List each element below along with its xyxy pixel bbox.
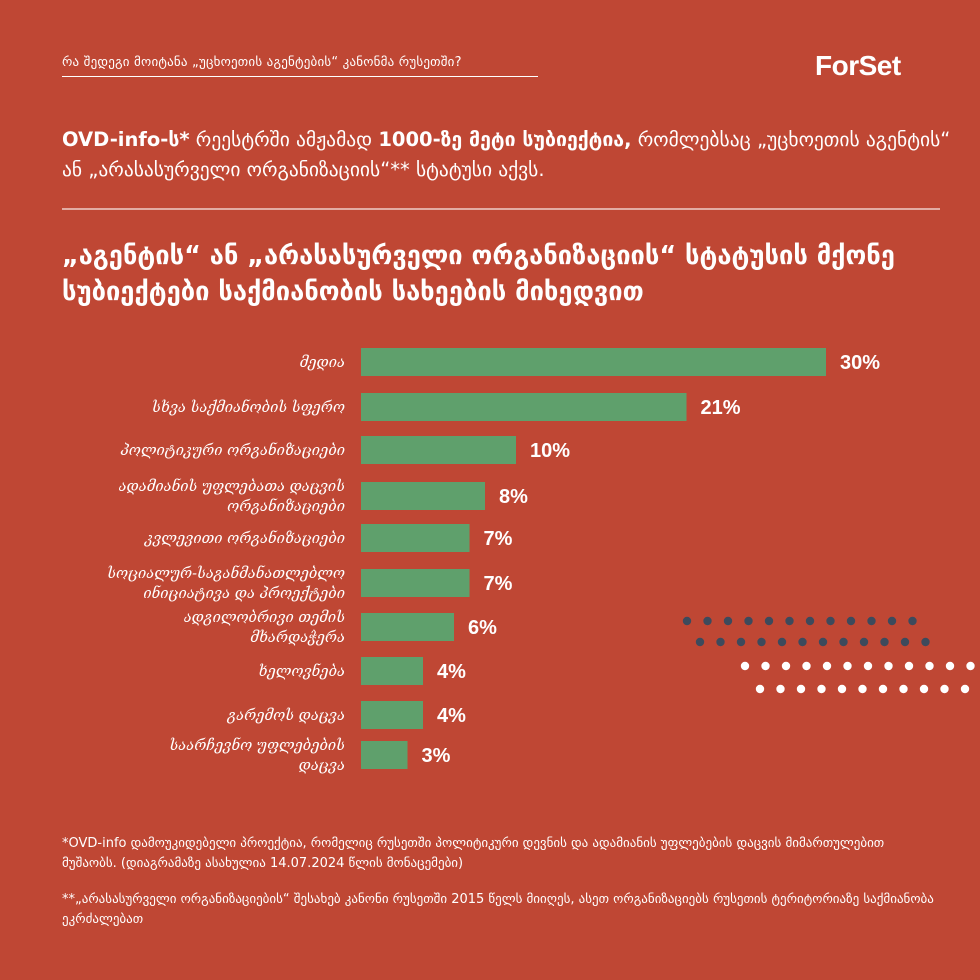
decor-dot [899, 684, 908, 694]
footnote-ovd-info: *OVD-info დამოუკიდებელი პროექტია, რომელი… [62, 836, 885, 871]
bar-5 [361, 524, 470, 552]
decor-dot [817, 684, 826, 694]
category-label-10-line-1: საარჩევნო უფლებების [169, 736, 345, 754]
category-label-4-line-2: ორგანიზაციები [227, 497, 345, 515]
bar-6 [361, 569, 470, 597]
decor-dot [740, 661, 750, 671]
category-label-8: ხელოვნება [258, 662, 345, 680]
decor-dot [755, 684, 765, 694]
decor-dot [764, 616, 774, 626]
decor-dot [837, 684, 847, 694]
value-label-4: 8% [499, 486, 528, 508]
decor-dot [776, 684, 785, 694]
headline-text-2: რომლებსაც „უცხოეთის აგენტის“ ან „არასასუ… [62, 128, 951, 181]
value-label-5: 7% [484, 528, 513, 550]
decor-dot [878, 684, 888, 694]
decor-dot [757, 637, 766, 647]
decor-dot [900, 637, 910, 647]
divider [62, 208, 940, 210]
value-label-10: 3% [422, 745, 451, 767]
decorative-dots [682, 616, 975, 694]
decor-dot [919, 684, 929, 694]
footnote-undesirable-orgs: **„არასასურველი ორგანიზაციების“ შესახებ … [62, 892, 934, 927]
category-label-7-line-2: მხარდაჭერა [250, 629, 345, 646]
bar-2 [361, 393, 687, 421]
category-label-9: გარემოს დაცვა [226, 707, 345, 724]
decor-dot [826, 616, 835, 626]
decor-dot [777, 637, 787, 647]
bar-3 [361, 436, 516, 464]
headline-bold-2: 1000-ზე მეტი სუბიექტია, [378, 128, 632, 151]
category-label-3: პოლიტიკური ორგანიზაციები [120, 441, 345, 459]
decor-dot [887, 616, 897, 626]
category-label-4-line-1: ადამიანის უფლებათა დაცვის [119, 477, 345, 495]
bar-8 [361, 657, 423, 685]
category-label-7-line-1: ადგილობრივი თემის [184, 609, 345, 626]
bar-1 [361, 348, 826, 376]
decor-dot [822, 661, 832, 671]
decor-dot [966, 661, 975, 671]
decor-dot [859, 637, 869, 647]
headline: OVD-info-ს* რეესტრში ამჟამად 1000-ზე მეტ… [62, 125, 952, 185]
decor-dot [843, 661, 852, 671]
decor-dot [940, 684, 949, 694]
value-label-8: 4% [437, 661, 466, 683]
value-label-6: 7% [484, 573, 513, 595]
header-question-link[interactable]: რა შედეგი მოიტანა „უცხოეთის აგენტების“ კ… [62, 55, 538, 77]
decor-dot [802, 661, 811, 671]
decor-dot [839, 637, 848, 647]
decor-dot [858, 684, 867, 694]
decor-dot [863, 661, 873, 671]
decor-dot [884, 661, 893, 671]
decor-dot [925, 661, 934, 671]
decor-dot [921, 637, 930, 647]
decor-dot [682, 616, 692, 626]
decor-dot [716, 637, 725, 647]
decor-dot [723, 616, 733, 626]
decor-dot [908, 616, 917, 626]
decor-dot [796, 684, 806, 694]
bar-7 [361, 613, 454, 641]
decor-dot [695, 637, 705, 647]
decor-dot [736, 637, 746, 647]
chart-title: „აგენტის“ ან „არასასურველი ორგანიზაციის“… [62, 241, 895, 307]
value-label-1: 30% [840, 352, 880, 374]
bar-9 [361, 701, 423, 729]
decor-dot [703, 616, 712, 626]
decor-dot [818, 637, 828, 647]
bar-10 [361, 741, 408, 769]
decor-dot [846, 616, 856, 626]
decor-dot [744, 616, 753, 626]
decor-dot [761, 661, 770, 671]
decor-dot [904, 661, 914, 671]
decor-dot [805, 616, 815, 626]
decor-dot [880, 637, 889, 647]
value-label-3: 10% [530, 440, 570, 462]
decor-dot [945, 661, 955, 671]
forset-logo: ForSet [815, 50, 901, 81]
headline-text-1: რეესტრში ამჟამად [189, 128, 379, 151]
value-label-9: 4% [437, 705, 466, 727]
decor-dot [960, 684, 970, 694]
category-label-2: სხვა საქმიანობის სფერო [152, 398, 345, 416]
value-label-2: 21% [701, 397, 741, 419]
decor-dot [781, 661, 791, 671]
category-label-1: მედია [300, 354, 345, 371]
category-label-10-line-2: დაცვა [299, 758, 345, 774]
decor-dot [867, 616, 876, 626]
decor-dot [785, 616, 794, 626]
value-label-7: 6% [468, 617, 497, 639]
bars-layer: 30% მედია 21% სხვა საქმიანობის სფერო 10% პოლი… [107, 348, 880, 774]
headline-bold-1: OVD-info-ს* [62, 128, 190, 151]
category-label-5: კვლევითი ორგანიზაციები [144, 529, 345, 547]
decor-dot [798, 637, 807, 647]
bar-4 [361, 482, 485, 510]
category-label-6-line-2: ინიციატივა და პროექტები [143, 584, 345, 602]
category-label-6-line-1: სოციალურ-საგანმანათლებლო [107, 564, 345, 582]
